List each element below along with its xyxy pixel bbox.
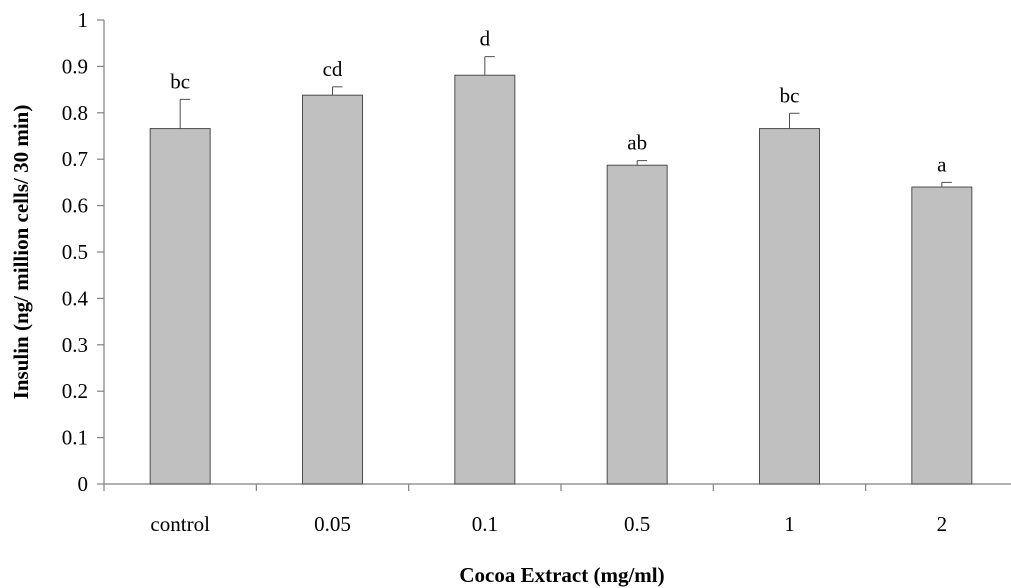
y-tick-label: 0.2 bbox=[62, 379, 88, 403]
x-ticks bbox=[103, 484, 867, 491]
bar-0.05 bbox=[302, 94, 363, 485]
category-label: control bbox=[150, 512, 210, 536]
significance-labels: bc cd d ab bc a bbox=[170, 27, 947, 177]
y-tick-label: 0.7 bbox=[62, 147, 88, 171]
significance-label: cd bbox=[323, 57, 343, 81]
y-tick-label: 0.9 bbox=[62, 54, 88, 78]
y-tick-label: 0.3 bbox=[62, 333, 88, 357]
y-tick-label: 1 bbox=[78, 8, 89, 32]
bars bbox=[149, 74, 973, 485]
significance-label: a bbox=[937, 152, 947, 176]
x-axis-title: Cocoa Extract (mg/ml) bbox=[459, 563, 664, 587]
significance-label: d bbox=[480, 27, 491, 51]
y-tick-label: 0.4 bbox=[62, 286, 89, 310]
category-labels: control 0.05 0.1 0.5 1 2 bbox=[150, 512, 947, 536]
category-label: 2 bbox=[937, 512, 948, 536]
significance-label: bc bbox=[780, 83, 800, 107]
significance-label: bc bbox=[170, 69, 190, 93]
category-label: 0.5 bbox=[624, 512, 650, 536]
y-axis-title: Insulin (ng/ million cells/ 30 min) bbox=[9, 105, 33, 400]
y-ticks: 0 0.1 0.2 0.3 0.4 0.5 0.6 0.7 0.8 0.9 1 bbox=[62, 8, 104, 496]
bar-1 bbox=[759, 128, 820, 485]
bar-0.1 bbox=[454, 74, 516, 485]
category-label: 0.1 bbox=[472, 512, 498, 536]
significance-label: ab bbox=[627, 131, 647, 155]
y-tick-label: 0.6 bbox=[62, 194, 88, 218]
bar-0.5 bbox=[606, 164, 668, 485]
y-tick-label: 0.1 bbox=[62, 426, 88, 450]
bar-2 bbox=[911, 186, 973, 485]
bar-control bbox=[149, 128, 211, 485]
y-tick-label: 0 bbox=[78, 472, 89, 496]
error-bars bbox=[179, 56, 952, 188]
y-tick-label: 0.8 bbox=[62, 101, 88, 125]
category-label: 0.05 bbox=[314, 512, 351, 536]
y-tick-label: 0.5 bbox=[62, 240, 88, 264]
axes bbox=[103, 20, 1011, 485]
category-label: 1 bbox=[784, 512, 795, 536]
